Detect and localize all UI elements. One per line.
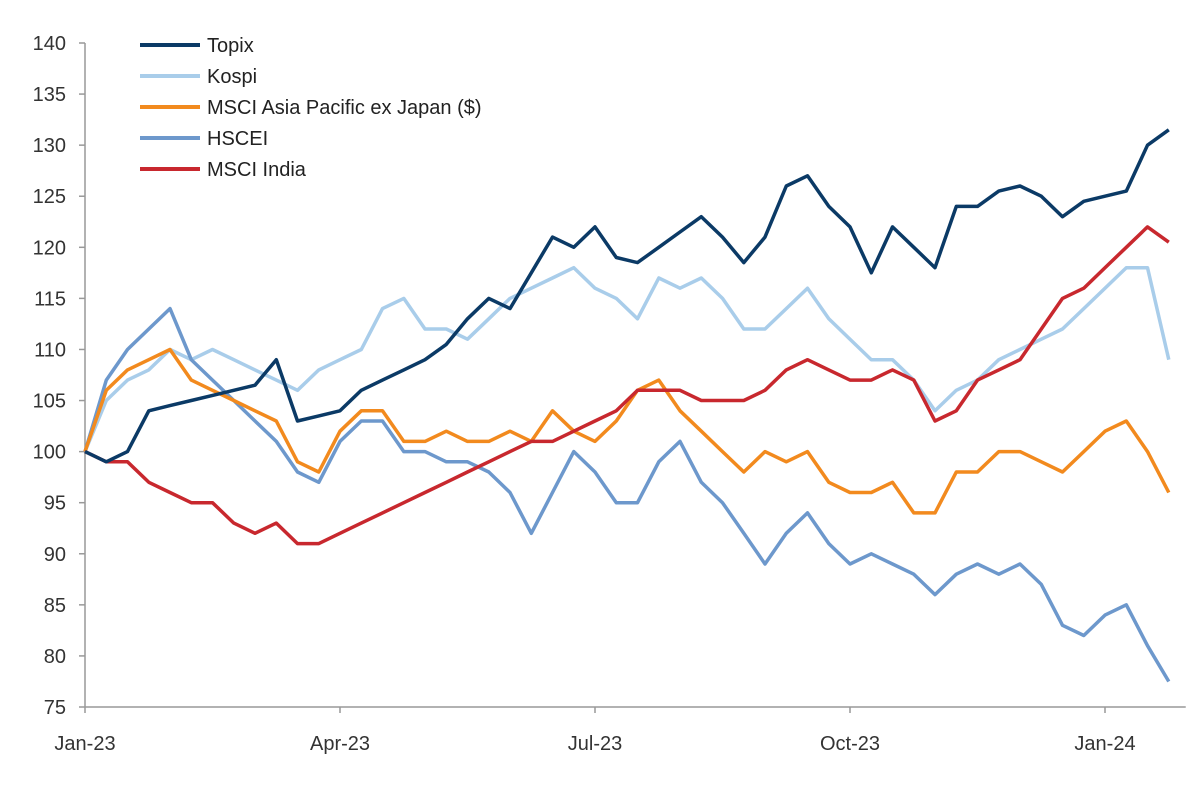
legend-label: Topix: [207, 35, 254, 57]
x-tick-label: Apr-23: [310, 733, 370, 755]
x-tick-label: Jan-24: [1074, 733, 1135, 755]
y-tick-label: 100: [33, 442, 66, 464]
y-tick-label: 80: [44, 646, 66, 668]
legend-label: HSCEI: [207, 128, 268, 150]
series-line-msci-india: [84, 225, 1170, 546]
legend: Topix Kospi MSCI Asia Pacific ex Japan ($)…: [140, 35, 482, 181]
series-lines: [83, 128, 1171, 683]
axes: 140 135 130 125 120 115 110 105 100 95 90 85 80 75 Jan…: [33, 33, 1186, 755]
y-tick-label: 105: [33, 391, 66, 413]
y-tick-label: 135: [33, 84, 66, 106]
x-tick-label: Jul-23: [568, 733, 622, 755]
y-tick-label: 130: [33, 135, 66, 157]
y-tick-label: 115: [34, 288, 66, 310]
series-line-hscei: [83, 306, 1171, 683]
series-line-kospi: [83, 265, 1171, 453]
y-tick-label: 110: [34, 339, 66, 361]
y-tick-label: 140: [33, 33, 66, 55]
series-line-msci-asia-pacific-ex-japan: [83, 347, 1171, 515]
legend-label: MSCI Asia Pacific ex Japan ($): [207, 97, 482, 119]
legend-label: Kospi: [207, 66, 257, 88]
y-tick-label: 125: [33, 186, 66, 208]
series-line-topix: [84, 128, 1170, 464]
y-tick-label: 75: [44, 697, 66, 719]
x-tick-label: Jan-23: [54, 733, 115, 755]
y-tick-label: 90: [44, 544, 66, 566]
x-tick-label: Oct-23: [820, 733, 880, 755]
y-tick-label: 85: [44, 595, 66, 617]
y-tick-label: 120: [33, 237, 66, 259]
legend-label: MSCI India: [207, 159, 307, 181]
y-tick-label: 95: [44, 493, 66, 515]
